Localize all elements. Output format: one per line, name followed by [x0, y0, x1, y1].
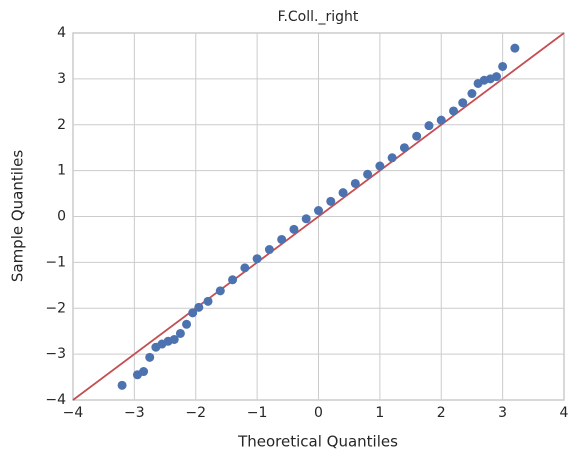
x-tick-label: −4: [63, 405, 84, 421]
data-point: [139, 367, 149, 377]
y-tick-label: 2: [57, 117, 66, 133]
data-point: [399, 143, 409, 153]
data-point: [326, 196, 336, 206]
data-point: [240, 263, 250, 273]
data-point: [314, 206, 323, 216]
data-point: [498, 61, 508, 71]
data-point: [145, 352, 155, 362]
data-point: [458, 98, 468, 108]
data-point: [436, 115, 446, 125]
reference-line: [72, 32, 565, 401]
x-axis-label: Theoretical Quantiles: [237, 433, 398, 451]
data-point: [424, 121, 434, 131]
x-tick-label: 2: [437, 405, 446, 421]
data-point: [228, 275, 238, 285]
data-point: [491, 72, 501, 82]
y-tick-label: −2: [45, 300, 66, 316]
data-point: [188, 308, 198, 318]
data-point: [203, 296, 213, 306]
y-tick-label: −4: [45, 392, 66, 408]
y-tick-label: 1: [57, 163, 66, 179]
x-tick-label: 3: [498, 405, 507, 421]
data-point: [175, 328, 185, 338]
x-tick-label: −1: [247, 405, 268, 421]
y-tick-label: −1: [45, 254, 66, 270]
data-point: [467, 89, 477, 99]
y-tick-label: 0: [57, 209, 66, 225]
data-point: [117, 380, 127, 390]
data-point: [277, 234, 287, 244]
data-point: [215, 286, 225, 296]
y-tick-label: −3: [45, 346, 66, 362]
data-point: [194, 302, 204, 312]
y-tick-label: 4: [57, 25, 66, 41]
y-tick-label: 3: [57, 71, 66, 87]
data-point: [375, 161, 385, 171]
data-point: [510, 43, 520, 53]
data-point: [301, 214, 311, 224]
x-tick-label: 1: [375, 405, 384, 421]
data-point: [169, 334, 179, 344]
data-point: [252, 254, 262, 264]
x-tick-label: −2: [185, 405, 206, 421]
chart-title: F.Coll._right: [278, 9, 359, 25]
data-point: [264, 245, 274, 255]
y-axis-label: Sample Quantiles: [9, 150, 27, 282]
data-point: [412, 131, 422, 141]
data-point: [182, 319, 192, 329]
data-point: [449, 106, 459, 116]
data-point: [387, 153, 397, 163]
x-tick-label: 0: [314, 405, 323, 421]
data-point: [338, 188, 348, 198]
data-point: [289, 224, 299, 234]
x-tick-label: −3: [124, 405, 145, 421]
data-point: [363, 169, 373, 179]
x-tick-label: 4: [560, 405, 569, 421]
data-point: [350, 178, 360, 188]
plot-frame: [72, 32, 565, 401]
